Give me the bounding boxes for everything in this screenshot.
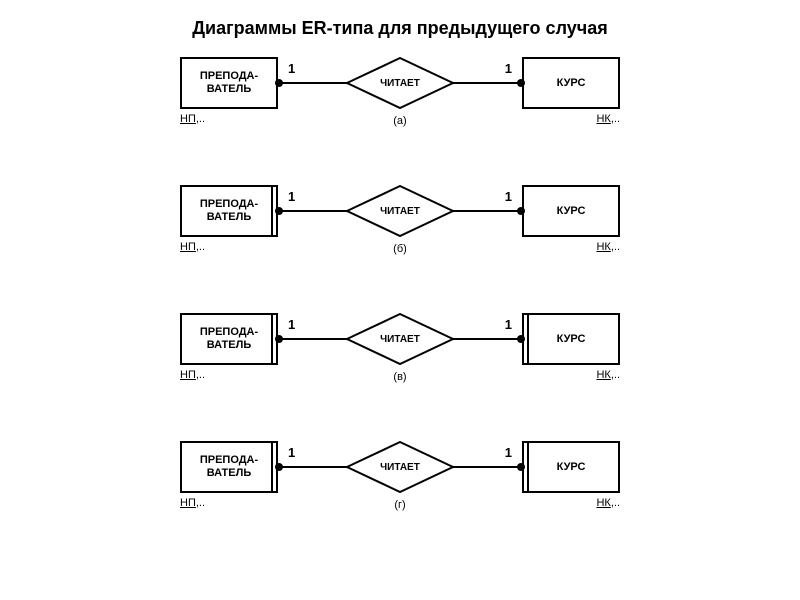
er-row: ПРЕПОДА-ВАТЕЛЬ КУРС 1 1 ЧИТАЕТ НП,.. НК,.. (б) [180, 179, 620, 275]
junction-dot [275, 207, 283, 215]
sub-label: (б) [393, 243, 407, 255]
attribute-left: НП,.. [180, 113, 205, 125]
page-title: Диаграммы ER-типа для предыдущего случая [0, 0, 800, 51]
cardinality-right: 1 [505, 189, 512, 204]
er-row: ПРЕПОДА-ВАТЕЛЬ КУРС 1 1 ЧИТАЕТ НП,.. НК,.. (в) [180, 307, 620, 403]
relationship-label: ЧИТАЕТ [346, 57, 454, 109]
sub-label: (в) [393, 371, 406, 383]
sub-label: (г) [394, 499, 405, 511]
relationship-label: ЧИТАЕТ [346, 313, 454, 365]
cardinality-right: 1 [505, 61, 512, 76]
cardinality-right: 1 [505, 317, 512, 332]
relationship-diamond: ЧИТАЕТ [346, 313, 454, 365]
entity-course: КУРС [522, 441, 620, 493]
cardinality-right: 1 [505, 445, 512, 460]
entity-course: КУРС [522, 313, 620, 365]
attribute-left: НП,.. [180, 369, 205, 381]
relationship-label: ЧИТАЕТ [346, 185, 454, 237]
entity-teacher: ПРЕПОДА-ВАТЕЛЬ [180, 313, 278, 365]
junction-dot [275, 463, 283, 471]
cardinality-left: 1 [288, 317, 295, 332]
attribute-right: НК,.. [596, 497, 620, 509]
entity-teacher: ПРЕПОДА-ВАТЕЛЬ [180, 441, 278, 493]
er-row: ПРЕПОДА-ВАТЕЛЬ КУРС 1 1 ЧИТАЕТ НП,.. НК,.. (а) [180, 51, 620, 147]
junction-dot [517, 79, 525, 87]
diagrams-container: ПРЕПОДА-ВАТЕЛЬКУРС11ЧИТАЕТНП,..НК,..(а)П… [0, 51, 800, 531]
relationship-diamond: ЧИТАЕТ [346, 185, 454, 237]
cardinality-left: 1 [288, 445, 295, 460]
entity-teacher: ПРЕПОДА-ВАТЕЛЬ [180, 57, 278, 109]
attribute-left: НП,.. [180, 497, 205, 509]
junction-dot [517, 207, 525, 215]
relationship-diamond: ЧИТАЕТ [346, 57, 454, 109]
junction-dot [275, 79, 283, 87]
relationship-label: ЧИТАЕТ [346, 441, 454, 493]
cardinality-left: 1 [288, 189, 295, 204]
er-row: ПРЕПОДА-ВАТЕЛЬ КУРС 1 1 ЧИТАЕТ НП,.. НК,.. (г) [180, 435, 620, 531]
junction-dot [517, 463, 525, 471]
attribute-right: НК,.. [596, 241, 620, 253]
attribute-left: НП,.. [180, 241, 205, 253]
junction-dot [517, 335, 525, 343]
junction-dot [275, 335, 283, 343]
relationship-diamond: ЧИТАЕТ [346, 441, 454, 493]
attribute-right: НК,.. [596, 369, 620, 381]
sub-label: (а) [393, 115, 406, 127]
attribute-right: НК,.. [596, 113, 620, 125]
entity-teacher: ПРЕПОДА-ВАТЕЛЬ [180, 185, 278, 237]
cardinality-left: 1 [288, 61, 295, 76]
entity-course: КУРС [522, 185, 620, 237]
entity-course: КУРС [522, 57, 620, 109]
